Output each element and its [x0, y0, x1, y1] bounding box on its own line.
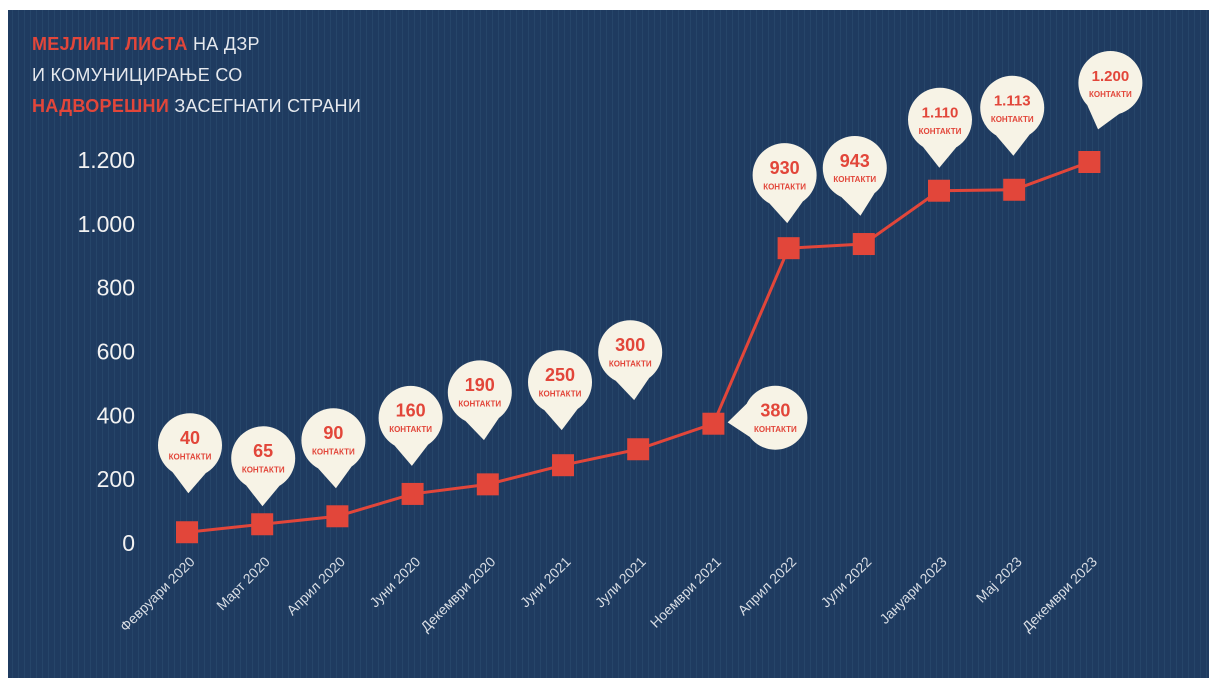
callout-tail	[172, 471, 206, 494]
callout-tail	[318, 466, 352, 489]
y-tick-label: 1.000	[77, 211, 135, 237]
callout: 1.113 КОНТАКТИ	[980, 75, 1045, 156]
callout-bubble	[528, 350, 592, 415]
data-label-unit: КОНТАКТИ	[389, 425, 432, 434]
callout: 65 КОНТАКТИ	[231, 426, 296, 507]
data-label: 930	[770, 158, 800, 178]
data-label-unit: КОНТАКТИ	[609, 359, 652, 368]
data-point	[251, 513, 274, 536]
callout-bubble	[743, 385, 808, 450]
callout-bubble	[598, 320, 663, 385]
callout: 90 КОНТАКТИ	[301, 408, 366, 489]
y-tick-label: 800	[97, 275, 135, 301]
data-label-unit: КОНТАКТИ	[1089, 90, 1132, 99]
callout-bubble	[908, 87, 972, 152]
callout: 930 КОНТАКТИ	[752, 143, 817, 224]
data-label-unit: КОНТАКТИ	[833, 175, 876, 184]
callout: 300 КОНТАКТИ	[598, 320, 663, 401]
callout-bubble	[447, 360, 512, 425]
data-label: 160	[396, 401, 426, 421]
callout-tail	[246, 485, 280, 507]
data-label-unit: КОНТАКТИ	[539, 389, 582, 398]
data-label: 380	[760, 400, 790, 420]
callout-bubble	[1078, 51, 1143, 115]
data-point	[326, 505, 349, 528]
data-label-unit: КОНТАКТИ	[919, 127, 962, 136]
title-line: НАДВОРЕШНИ ЗАСЕГНАТИ СТРАНИ	[32, 96, 361, 116]
y-tick-label: 600	[97, 339, 135, 365]
data-label: 1.110	[922, 105, 959, 122]
title-line: МЕЈЛИНГ ЛИСТА НА ДЗР	[32, 34, 260, 54]
callout-bubble	[378, 385, 443, 450]
data-point	[476, 473, 499, 496]
data-label-unit: КОНТАКТИ	[991, 115, 1034, 124]
data-point	[702, 412, 725, 435]
title-highlight: МЕЈЛИНГ ЛИСТА	[32, 34, 188, 54]
data-label: 40	[180, 428, 200, 448]
callout: 1.200 КОНТАКТИ	[1078, 51, 1143, 130]
title-text: НА ДЗР	[188, 34, 260, 54]
callout-tail	[394, 444, 429, 466]
callout-bubble	[301, 408, 366, 473]
data-point	[777, 237, 800, 260]
data-point	[552, 454, 574, 477]
data-label-unit: КОНТАКТИ	[754, 425, 797, 434]
data-point	[852, 233, 875, 256]
data-label-unit: КОНТАКТИ	[312, 447, 355, 456]
callout: 1.110 КОНТАКТИ	[908, 87, 972, 168]
title-highlight: НАДВОРЕШНИ	[32, 96, 169, 116]
data-point	[1003, 178, 1026, 201]
data-label-unit: КОНТАКТИ	[242, 465, 285, 474]
callout: 190 КОНТАКТИ	[447, 360, 512, 441]
data-label-unit: КОНТАКТИ	[169, 452, 212, 461]
data-label: 65	[253, 441, 273, 461]
title-text: ЗАСЕГНАТИ СТРАНИ	[169, 96, 361, 116]
title-line: И КОМУНИЦИРАЊЕ СО	[32, 65, 243, 85]
y-tick-label: 0	[122, 530, 135, 556]
data-point	[176, 521, 198, 544]
callout: 40 КОНТАКТИ	[158, 413, 222, 494]
data-point	[401, 482, 424, 505]
callout-bubble	[980, 75, 1045, 140]
title-text: И КОМУНИЦИРАЊЕ СО	[32, 65, 243, 85]
callout-tail	[769, 201, 803, 224]
data-label-unit: КОНТАКТИ	[458, 399, 501, 408]
data-point	[627, 438, 650, 461]
data-label: 300	[615, 335, 645, 355]
callout-tail	[544, 408, 578, 431]
callout-tail	[922, 146, 957, 168]
data-label: 250	[545, 365, 575, 385]
callout: 250 КОНТАКТИ	[528, 350, 592, 431]
data-point	[1078, 151, 1101, 173]
data-point	[928, 179, 950, 202]
data-label: 1.113	[994, 93, 1031, 110]
data-label: 90	[323, 423, 343, 443]
callout-bubble	[158, 413, 222, 478]
callout-tail	[996, 134, 1030, 156]
data-label: 1.200	[1092, 68, 1130, 85]
callout: 943 КОНТАКТИ	[822, 136, 887, 216]
callout-bubble	[822, 136, 887, 201]
y-tick-label: 400	[97, 402, 135, 428]
y-tick-label: 200	[97, 466, 135, 492]
callout-bubble	[752, 143, 817, 208]
callout: 380 КОНТАКТИ	[727, 385, 808, 450]
data-label: 190	[465, 375, 495, 395]
chart-title: МЕЈЛИНГ ЛИСТА НА ДЗР И КОМУНИЦИРАЊЕ СО НАД…	[32, 34, 361, 116]
y-tick-label: 1.200	[77, 147, 135, 173]
callout-bubble	[231, 426, 296, 491]
data-label: 943	[840, 151, 870, 171]
data-label-unit: КОНТАКТИ	[763, 182, 806, 191]
callout: 160 КОНТАКТИ	[378, 385, 443, 466]
